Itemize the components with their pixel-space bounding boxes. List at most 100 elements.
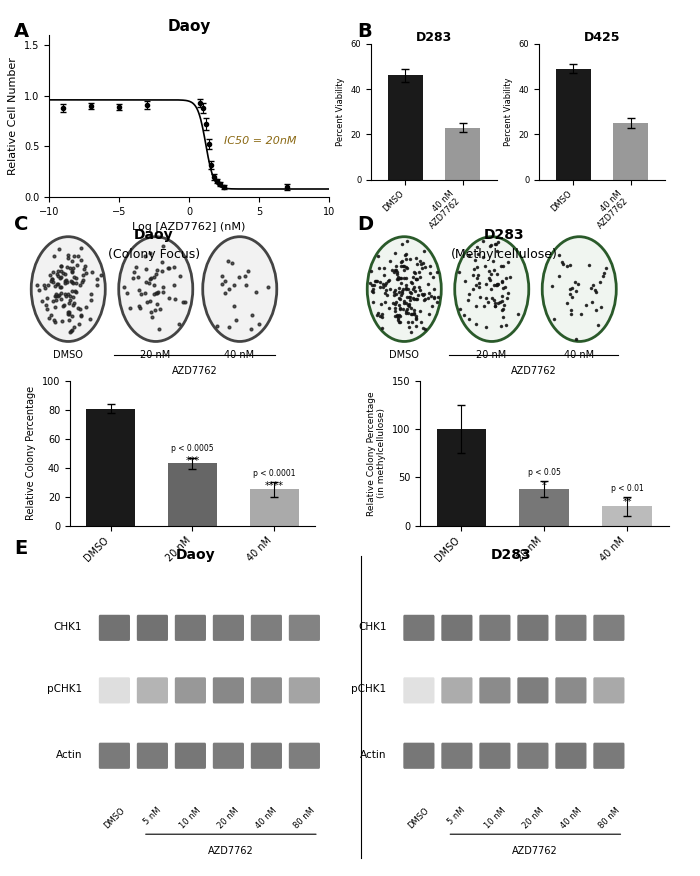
Text: 20 nM: 20 nM [216,806,241,830]
FancyBboxPatch shape [289,615,320,641]
FancyBboxPatch shape [289,677,320,703]
Text: ****: **** [265,481,284,491]
Text: p < 0.01: p < 0.01 [610,484,643,493]
Text: 80 nM: 80 nM [596,806,621,830]
Bar [445,128,480,180]
Y-axis label: Relative Cell Number: Relative Cell Number [8,57,18,175]
Text: E: E [14,539,27,558]
Bar [613,123,648,180]
FancyBboxPatch shape [441,615,472,641]
Text: (Methylcellulose): (Methylcellulose) [451,248,557,261]
FancyBboxPatch shape [517,615,549,641]
Text: CHK1: CHK1 [54,622,82,632]
Text: Actin: Actin [55,750,82,759]
Bar [602,506,652,526]
Ellipse shape [368,237,441,342]
Text: (Colony Focus): (Colony Focus) [108,248,200,261]
Text: IC50 = 20nM: IC50 = 20nM [224,137,297,146]
Text: C: C [14,215,29,234]
FancyBboxPatch shape [555,615,587,641]
FancyBboxPatch shape [136,677,168,703]
Bar [86,408,135,526]
FancyBboxPatch shape [251,677,282,703]
Text: DMSO: DMSO [53,350,83,360]
Y-axis label: Percent Viability: Percent Viability [336,77,345,146]
Text: 40 nM: 40 nM [559,806,583,830]
Text: 20 nM: 20 nM [140,350,171,360]
Text: pCHK1: pCHK1 [47,684,82,695]
Text: D: D [357,215,373,234]
Text: **: ** [622,497,632,506]
FancyBboxPatch shape [213,615,244,641]
FancyBboxPatch shape [99,677,130,703]
Text: 40 nM: 40 nM [254,806,279,830]
FancyBboxPatch shape [594,743,624,769]
FancyBboxPatch shape [403,677,435,703]
FancyBboxPatch shape [251,615,282,641]
FancyBboxPatch shape [555,743,587,769]
Text: Actin: Actin [360,750,386,759]
Text: DMSO: DMSO [389,350,419,360]
FancyBboxPatch shape [136,743,168,769]
FancyBboxPatch shape [99,743,130,769]
Text: 20 nM: 20 nM [521,806,545,830]
FancyBboxPatch shape [480,615,510,641]
Text: A: A [14,22,29,41]
FancyBboxPatch shape [480,677,510,703]
Ellipse shape [32,237,105,342]
Title: D425: D425 [584,31,620,44]
FancyBboxPatch shape [175,743,206,769]
FancyBboxPatch shape [441,677,472,703]
Bar [519,489,569,526]
FancyBboxPatch shape [403,743,435,769]
FancyBboxPatch shape [480,743,510,769]
Text: ***: *** [186,456,199,466]
FancyBboxPatch shape [251,743,282,769]
FancyBboxPatch shape [136,615,168,641]
FancyBboxPatch shape [175,677,206,703]
Text: D283: D283 [484,228,524,242]
FancyBboxPatch shape [99,615,130,641]
Text: AZD7762: AZD7762 [207,845,253,856]
Text: Daoy: Daoy [134,228,174,242]
FancyBboxPatch shape [213,743,244,769]
Ellipse shape [455,237,528,342]
Bar [556,68,591,180]
Text: pCHK1: pCHK1 [351,684,386,695]
Title: D283: D283 [416,31,452,44]
Bar [168,463,217,526]
Ellipse shape [203,237,276,342]
Bar [389,75,423,180]
X-axis label: Log [AZD7762] (nM): Log [AZD7762] (nM) [132,223,246,232]
Text: CHK1: CHK1 [358,622,386,632]
Ellipse shape [119,237,192,342]
Text: AZD7762: AZD7762 [511,366,556,376]
Text: B: B [357,22,372,41]
FancyBboxPatch shape [517,743,549,769]
Text: 40 nM: 40 nM [224,350,255,360]
Text: 10 nM: 10 nM [178,806,203,830]
Text: D283: D283 [491,548,531,562]
FancyBboxPatch shape [289,743,320,769]
Text: *: * [542,481,547,491]
Y-axis label: Percent Viability: Percent Viability [504,77,513,146]
Text: AZD7762: AZD7762 [172,366,217,376]
Text: Daoy: Daoy [176,548,216,562]
Bar [250,490,299,526]
FancyBboxPatch shape [441,743,472,769]
Y-axis label: Relative Colony Percentage: Relative Colony Percentage [27,386,36,520]
FancyBboxPatch shape [213,677,244,703]
Bar [437,429,486,526]
Text: 10 nM: 10 nM [482,806,508,830]
Text: 80 nM: 80 nM [292,806,316,830]
Text: p < 0.0001: p < 0.0001 [253,469,295,478]
Text: AZD7762: AZD7762 [512,845,558,856]
FancyBboxPatch shape [403,615,435,641]
FancyBboxPatch shape [594,677,624,703]
Text: DMSO: DMSO [102,806,127,830]
Text: 20 nM: 20 nM [476,350,507,360]
Text: DMSO: DMSO [407,806,431,830]
FancyBboxPatch shape [175,615,206,641]
Text: p < 0.0005: p < 0.0005 [172,444,214,454]
Ellipse shape [542,237,616,342]
